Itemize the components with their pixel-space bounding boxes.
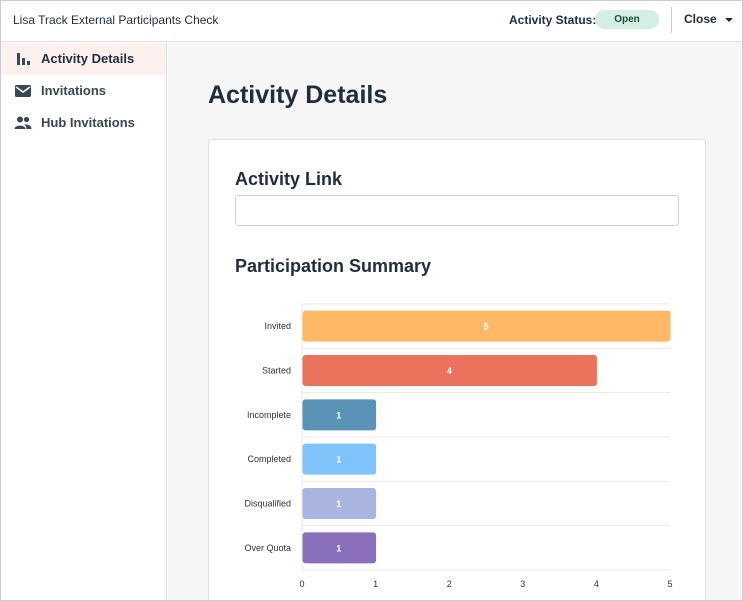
sidebar-item-activity-details[interactable]: Activity Details [1, 43, 166, 75]
sidebar-item-hub-invitations[interactable]: Hub Invitations [1, 107, 166, 139]
envelope-icon [15, 85, 31, 97]
activity-link-input[interactable] [235, 195, 679, 226]
chart-x-tick-label: 4 [594, 579, 599, 589]
chart-category-label: Over Quota [244, 543, 291, 553]
chart-category-label: Disqualified [244, 498, 291, 508]
sidebar-item-label: Invitations [41, 83, 107, 98]
activity-status-label: Activity Status: [509, 13, 597, 27]
chart-category-label: Completed [247, 454, 291, 464]
sidebar-item-invitations[interactable]: Invitations [1, 75, 166, 107]
chart-data-label: 1 [336, 543, 341, 553]
details-card: Activity Link Participation Summary 0 1 2 3… [208, 139, 706, 600]
chart-x-tick-label: 3 [520, 579, 525, 589]
chart-x-tick-label: 5 [667, 579, 672, 589]
status-badge: Open [595, 10, 659, 29]
sidebar-item-label: Activity Details [41, 51, 135, 66]
chart-data-label: 5 [483, 322, 488, 332]
chart-category-label: Invited [264, 321, 291, 331]
chevron-down-icon[interactable] [725, 18, 733, 22]
chart-bar [302, 532, 377, 564]
chart-category-label: Incomplete [247, 410, 291, 420]
participation-summary-heading: Participation Summary [235, 256, 432, 276]
chart-bar [302, 443, 377, 475]
chart-x-tick-label: 0 [299, 579, 304, 589]
chart-data-label: 1 [336, 455, 341, 465]
top-bar: Lisa Track External Participants Check A… [1, 1, 742, 42]
sidebar-item-label: Hub Invitations [41, 115, 135, 130]
chart-bar [302, 399, 377, 431]
chart-x-tick-label: 1 [373, 579, 378, 589]
chart-data-label: 1 [336, 499, 341, 509]
close-button[interactable]: Close [684, 12, 717, 26]
main-content: Activity Details Activity Link Participa… [168, 43, 742, 600]
chart-data-label: 4 [447, 366, 452, 376]
sidebar: Activity Details Invitations Hub Invitat… [1, 43, 167, 600]
chart-bar [302, 310, 671, 342]
chart-bar [302, 487, 377, 519]
chart-x-tick-label: 2 [447, 579, 452, 589]
divider [671, 7, 672, 33]
chart-category-label: Started [262, 365, 291, 375]
activity-link-heading: Activity Link [235, 169, 343, 189]
app-title: Lisa Track External Participants Check [13, 13, 219, 27]
participation-chart-svg: 0 1 2 3 4 5 Invited 5 Started 4 Incomplete 1 Complet… [244, 303, 673, 589]
people-icon [14, 116, 32, 129]
chart-data-label: 1 [336, 410, 341, 420]
page-title: Activity Details [208, 81, 388, 109]
chart-bar [302, 354, 597, 386]
participation-chart: 0 1 2 3 4 5 Invited 5 Started 4 Incomplete 1 Complet… [209, 290, 705, 590]
bar-chart-icon [17, 53, 30, 65]
